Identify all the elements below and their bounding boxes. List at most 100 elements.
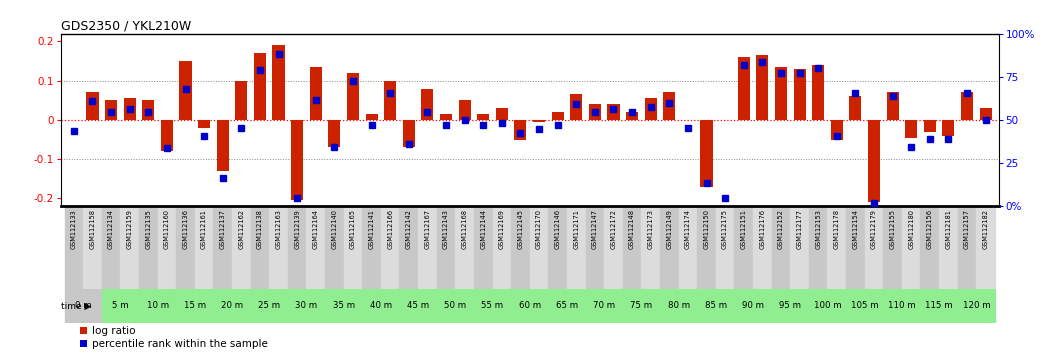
Text: GSM112156: GSM112156	[927, 209, 933, 249]
Bar	[549, 289, 566, 324]
Text: GSM112140: GSM112140	[331, 209, 338, 249]
Text: 60 m: 60 m	[518, 302, 541, 310]
Text: 25 m: 25 m	[258, 302, 280, 310]
Bar	[939, 206, 958, 289]
Bar	[474, 206, 493, 289]
Bar	[679, 206, 698, 289]
Text: 110 m: 110 m	[889, 302, 916, 310]
Text: 30 m: 30 m	[296, 302, 318, 310]
Text: 55 m: 55 m	[481, 302, 504, 310]
Bar	[176, 206, 195, 289]
Bar	[920, 206, 939, 289]
Bar	[403, 120, 414, 147]
Bar	[496, 108, 508, 120]
Bar	[809, 206, 828, 289]
Text: GSM112165: GSM112165	[350, 209, 356, 249]
Bar	[325, 206, 344, 289]
Text: GSM112161: GSM112161	[201, 209, 207, 249]
Bar	[344, 289, 362, 324]
Text: GSM112171: GSM112171	[573, 209, 579, 249]
Bar	[292, 120, 303, 200]
Bar	[883, 289, 902, 324]
Bar	[455, 206, 474, 289]
Bar	[607, 104, 620, 120]
Bar	[756, 55, 768, 120]
Bar	[790, 206, 809, 289]
Bar	[105, 100, 117, 120]
Text: GSM112173: GSM112173	[647, 209, 654, 249]
Bar	[530, 289, 549, 324]
Bar	[65, 289, 83, 324]
Bar	[585, 289, 604, 324]
Bar	[400, 206, 419, 289]
Bar	[701, 120, 712, 187]
Bar	[585, 206, 604, 289]
Text: 0 m: 0 m	[74, 302, 91, 310]
Bar	[440, 114, 452, 120]
Text: 95 m: 95 m	[779, 302, 801, 310]
Bar	[679, 289, 698, 324]
Text: 65 m: 65 m	[556, 302, 578, 310]
Text: GSM112163: GSM112163	[276, 209, 281, 249]
Bar	[251, 206, 270, 289]
Bar	[864, 206, 883, 289]
Bar	[235, 81, 248, 120]
Text: 100 m: 100 m	[814, 302, 841, 310]
Text: GSM112135: GSM112135	[146, 209, 151, 249]
Bar	[660, 289, 679, 324]
Bar	[831, 120, 842, 139]
Bar	[306, 289, 325, 324]
Bar	[436, 206, 455, 289]
Text: GSM112150: GSM112150	[704, 209, 709, 249]
Bar	[217, 120, 229, 171]
Bar	[213, 206, 232, 289]
Bar	[309, 67, 322, 120]
Bar	[198, 120, 210, 128]
Bar	[83, 206, 102, 289]
Bar	[552, 112, 563, 120]
Bar	[493, 206, 511, 289]
Text: GSM112153: GSM112153	[815, 209, 821, 249]
Bar	[533, 120, 545, 122]
Text: GSM112137: GSM112137	[219, 209, 226, 249]
Bar	[809, 289, 828, 324]
Bar	[419, 206, 436, 289]
Text: 10 m: 10 m	[147, 302, 169, 310]
Bar	[886, 92, 899, 120]
Bar	[195, 206, 213, 289]
Text: GSM112155: GSM112155	[890, 209, 896, 249]
Text: 75 m: 75 m	[630, 302, 652, 310]
Bar	[604, 289, 623, 324]
Text: GSM112182: GSM112182	[983, 209, 988, 249]
Bar	[641, 289, 660, 324]
Bar	[511, 206, 530, 289]
Bar	[287, 206, 306, 289]
Text: GSM112144: GSM112144	[480, 209, 487, 249]
Bar	[65, 206, 83, 289]
Bar	[160, 120, 173, 152]
Bar	[737, 57, 750, 120]
Text: 45 m: 45 m	[407, 302, 429, 310]
Text: GSM112168: GSM112168	[462, 209, 468, 249]
Text: 105 m: 105 m	[851, 302, 878, 310]
Bar	[939, 289, 958, 324]
Text: GSM112142: GSM112142	[406, 209, 412, 249]
Text: 15 m: 15 m	[184, 302, 206, 310]
Text: GSM112147: GSM112147	[592, 209, 598, 249]
Bar	[455, 289, 474, 324]
Bar	[325, 289, 344, 324]
Text: GSM112176: GSM112176	[759, 209, 766, 249]
Bar	[924, 120, 936, 132]
Text: GSM112151: GSM112151	[741, 209, 747, 249]
Text: GSM112172: GSM112172	[611, 209, 617, 249]
Bar	[864, 289, 883, 324]
Bar	[753, 289, 772, 324]
Text: GSM112139: GSM112139	[294, 209, 300, 249]
Text: GSM112167: GSM112167	[425, 209, 430, 249]
Bar	[790, 289, 809, 324]
Text: GSM112164: GSM112164	[313, 209, 319, 249]
Text: GSM112162: GSM112162	[238, 209, 244, 249]
Bar	[753, 206, 772, 289]
Bar	[588, 104, 601, 120]
Bar	[511, 289, 530, 324]
